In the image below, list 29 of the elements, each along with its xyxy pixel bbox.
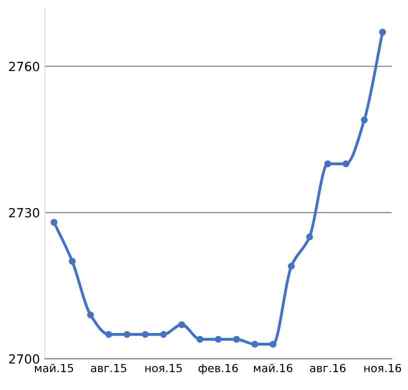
x-tick-label: авг.15 xyxy=(91,364,126,372)
x-tick-label: ноя.16 xyxy=(364,364,402,372)
y-tick-label: 2700 xyxy=(9,354,40,364)
point xyxy=(379,28,386,36)
x-tick-label: авг.16 xyxy=(310,364,346,372)
point xyxy=(68,258,76,265)
point xyxy=(124,330,130,338)
point xyxy=(288,262,295,270)
point xyxy=(87,311,94,318)
x-tick-label: ноя.15 xyxy=(145,364,182,372)
x-tick-label: май.16 xyxy=(254,364,292,372)
point xyxy=(178,321,186,328)
x-tick-label: май.15 xyxy=(34,364,74,372)
point xyxy=(251,340,258,348)
point xyxy=(324,160,332,168)
point xyxy=(342,160,350,168)
y-tick-label: 2730 xyxy=(9,208,40,218)
point xyxy=(105,330,112,338)
point xyxy=(306,233,314,240)
point xyxy=(270,340,277,348)
point xyxy=(196,336,204,343)
point xyxy=(160,330,167,338)
point xyxy=(214,336,222,343)
point xyxy=(233,336,240,343)
point xyxy=(142,330,149,338)
x-tick-label: фев.16 xyxy=(198,364,238,374)
point xyxy=(360,116,368,124)
y-tick-label: 2760 xyxy=(9,62,40,72)
point xyxy=(50,218,58,226)
